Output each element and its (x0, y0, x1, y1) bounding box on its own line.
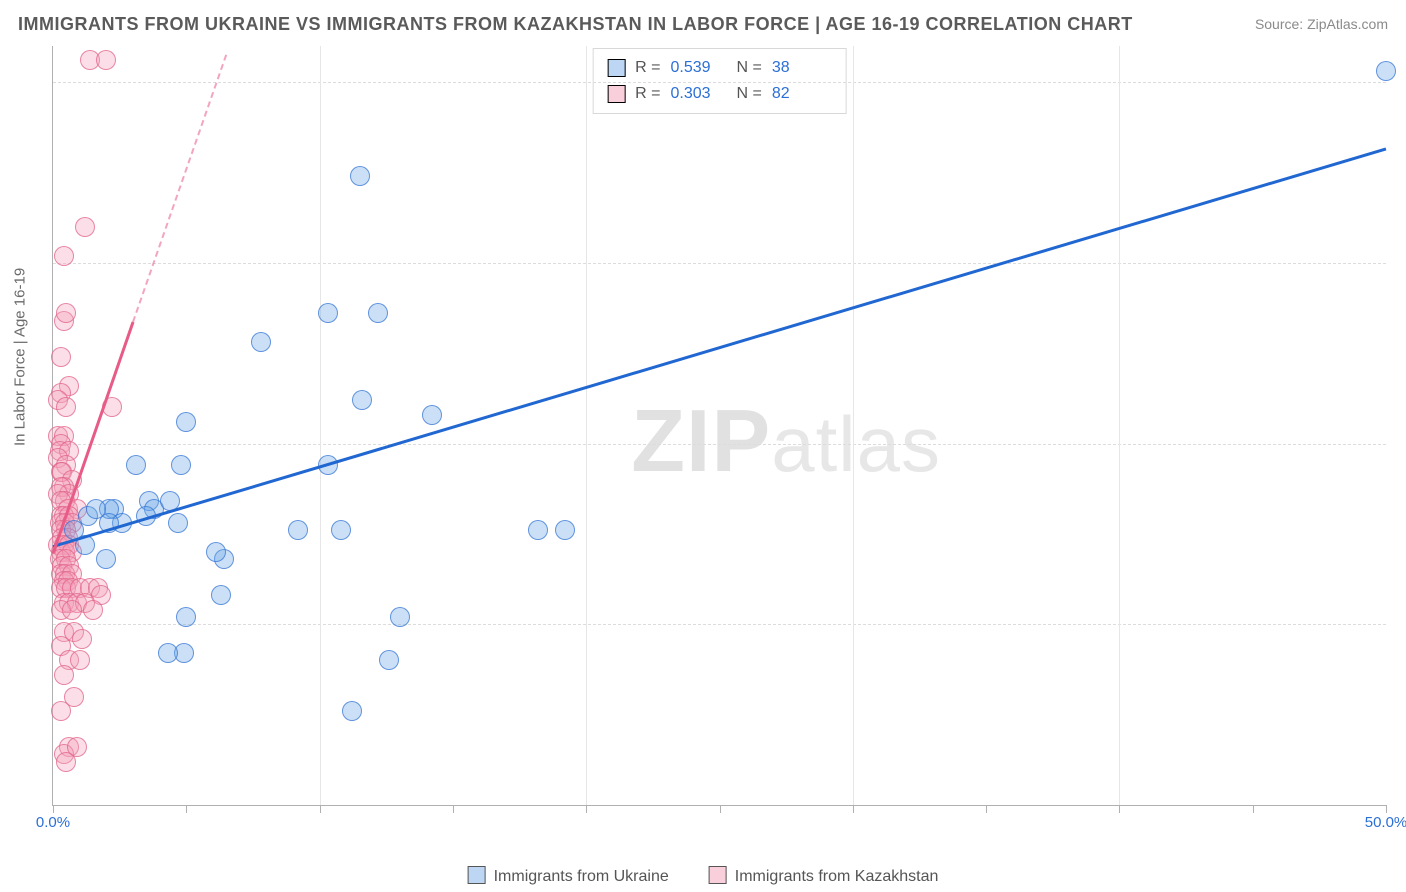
data-point-ukraine (390, 607, 410, 627)
legend-item-kazakhstan: Immigrants from Kazakhstan (709, 866, 939, 886)
data-point-ukraine (352, 390, 372, 410)
stat-n-value: 82 (772, 81, 828, 107)
x-tick (453, 805, 454, 813)
data-point-ukraine (251, 332, 271, 352)
chart-title: IMMIGRANTS FROM UKRAINE VS IMMIGRANTS FR… (18, 14, 1133, 35)
data-point-ukraine (422, 405, 442, 425)
data-point-ukraine (206, 542, 226, 562)
x-tick (1119, 805, 1120, 813)
stat-r-value: 0.539 (671, 55, 727, 81)
data-point-kazakhstan (56, 397, 76, 417)
series-legend: Immigrants from Ukraine Immigrants from … (468, 866, 939, 886)
stat-r-label: R = (635, 55, 660, 81)
data-point-kazakhstan (75, 217, 95, 237)
swatch-pink-icon (607, 85, 625, 103)
stat-n-label: N = (737, 55, 762, 81)
swatch-pink-icon (709, 866, 727, 884)
data-point-ukraine (171, 455, 191, 475)
y-tick-label: 50.0% (1396, 435, 1406, 452)
x-tick (1253, 805, 1254, 813)
data-point-ukraine (211, 585, 231, 605)
x-tick (1386, 805, 1387, 813)
trendline-kazakhstan-extrapolated (132, 54, 227, 322)
x-tick (986, 805, 987, 813)
gridline-vertical (853, 46, 854, 805)
data-point-kazakhstan (56, 303, 76, 323)
data-point-ukraine (1376, 61, 1396, 81)
stat-row-ukraine: R = 0.539 N = 38 (607, 55, 828, 81)
data-point-ukraine (126, 455, 146, 475)
data-point-ukraine (331, 520, 351, 540)
data-point-ukraine (379, 650, 399, 670)
data-point-ukraine (158, 643, 178, 663)
stat-n-value: 38 (772, 55, 828, 81)
watermark-icon: ZIPatlas (631, 390, 941, 492)
stat-n-label: N = (737, 81, 762, 107)
data-point-ukraine (528, 520, 548, 540)
data-point-kazakhstan (51, 347, 71, 367)
data-point-kazakhstan (72, 629, 92, 649)
data-point-ukraine (342, 701, 362, 721)
gridline-vertical (320, 46, 321, 805)
data-point-kazakhstan (62, 600, 82, 620)
data-point-ukraine (176, 607, 196, 627)
data-point-ukraine (96, 549, 116, 569)
data-point-kazakhstan (70, 650, 90, 670)
gridline-vertical (1119, 46, 1120, 805)
swatch-blue-icon (468, 866, 486, 884)
scatter-plot-area: R = 0.539 N = 38 R = 0.303 N = 82 ZIPatl… (52, 46, 1386, 806)
gridline-vertical (586, 46, 587, 805)
x-tick (186, 805, 187, 813)
x-tick (53, 805, 54, 813)
stat-row-kazakhstan: R = 0.303 N = 82 (607, 81, 828, 107)
x-tick-label: 0.0% (36, 814, 70, 831)
legend-item-ukraine: Immigrants from Ukraine (468, 866, 669, 886)
swatch-blue-icon (607, 59, 625, 77)
data-point-kazakhstan (96, 50, 116, 70)
x-tick (320, 805, 321, 813)
data-point-kazakhstan (51, 701, 71, 721)
x-tick-label: 50.0% (1365, 814, 1406, 831)
y-tick-label: 75.0% (1396, 254, 1406, 271)
data-point-kazakhstan (54, 665, 74, 685)
data-point-ukraine (176, 412, 196, 432)
source-attribution: Source: ZipAtlas.com (1255, 16, 1388, 32)
y-axis-title: In Labor Force | Age 16-19 (12, 268, 29, 446)
data-point-ukraine (318, 303, 338, 323)
x-tick (853, 805, 854, 813)
data-point-kazakhstan (56, 752, 76, 772)
y-tick-label: 25.0% (1396, 616, 1406, 633)
stat-r-label: R = (635, 81, 660, 107)
x-tick (586, 805, 587, 813)
data-point-ukraine (168, 513, 188, 533)
data-point-kazakhstan (83, 600, 103, 620)
data-point-ukraine (555, 520, 575, 540)
y-tick-label: 100.0% (1396, 74, 1406, 91)
data-point-kazakhstan (54, 246, 74, 266)
stat-r-value: 0.303 (671, 81, 727, 107)
data-point-ukraine (288, 520, 308, 540)
x-tick (720, 805, 721, 813)
data-point-ukraine (368, 303, 388, 323)
data-point-ukraine (350, 166, 370, 186)
